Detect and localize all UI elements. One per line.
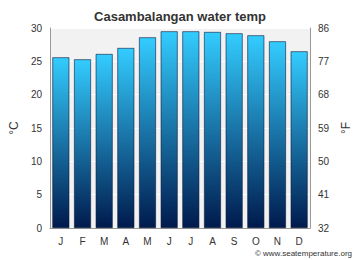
svg-text:S: S [231,236,238,247]
svg-text:15: 15 [31,123,43,134]
svg-text:20: 20 [31,89,43,100]
svg-text:M: M [143,236,151,247]
svg-text:A: A [209,236,216,247]
svg-text:25: 25 [31,56,43,67]
svg-text:N: N [274,236,281,247]
svg-text:0: 0 [36,223,42,234]
svg-text:41: 41 [318,189,330,200]
svg-text:O: O [252,236,260,247]
svg-text:J: J [167,236,172,247]
svg-text:M: M [100,236,108,247]
svg-text:F: F [79,236,85,247]
svg-text:© www.seatemperature.org: © www.seatemperature.org [255,249,352,258]
svg-text:J: J [58,236,63,247]
svg-text:30: 30 [31,23,43,34]
svg-text:D: D [296,236,303,247]
svg-text:50: 50 [318,156,330,167]
svg-text:77: 77 [318,56,330,67]
svg-text:A: A [123,236,130,247]
svg-text:32: 32 [318,223,330,234]
svg-text:J: J [188,236,193,247]
svg-text:59: 59 [318,123,330,134]
svg-text:68: 68 [318,89,330,100]
svg-text:Casambalangan water temp: Casambalangan water temp [94,9,266,24]
svg-text:5: 5 [36,189,42,200]
svg-text:°F: °F [339,122,353,134]
svg-text:86: 86 [318,23,330,34]
svg-text:°C: °C [7,121,21,135]
svg-text:10: 10 [31,156,43,167]
